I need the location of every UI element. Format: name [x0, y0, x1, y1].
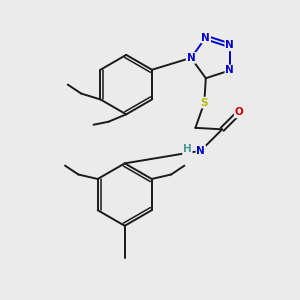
Text: N: N [225, 65, 234, 75]
Text: N: N [201, 32, 210, 43]
Text: O: O [235, 107, 244, 117]
Text: N: N [187, 53, 195, 63]
Text: N: N [225, 40, 234, 50]
Text: H: H [183, 144, 192, 154]
Text: N: N [196, 146, 205, 156]
Text: S: S [201, 98, 208, 108]
